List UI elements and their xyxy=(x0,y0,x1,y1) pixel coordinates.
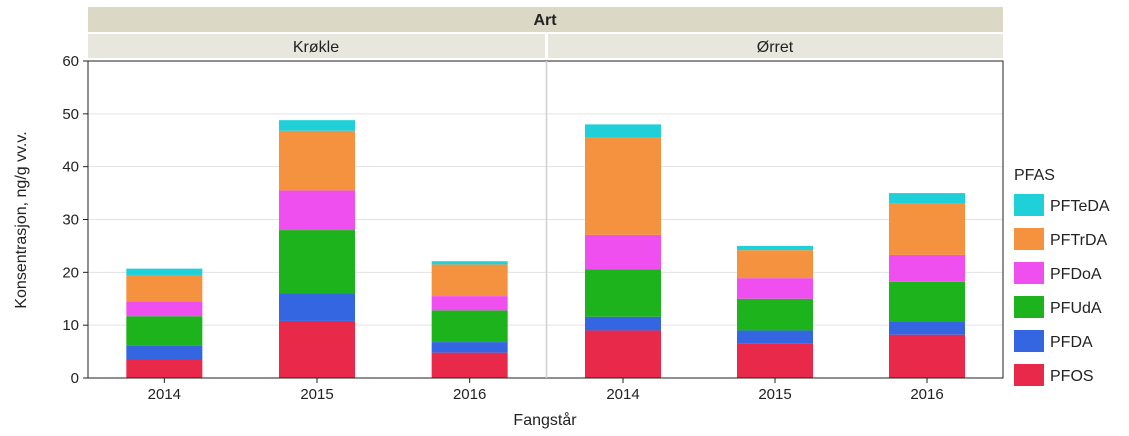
legend: PFAS PFTeDA PFTrDA PFDoA PFUdA PFDA PFOS xyxy=(1014,167,1110,386)
legend-swatch-pfda xyxy=(1014,330,1044,352)
bar-segment-pfos-krøkle-2014 xyxy=(126,359,203,378)
bar-segment-pfteda-ørret-2014 xyxy=(585,124,661,138)
x-axis: 2014 2015 2016 2014 2015 2016 xyxy=(148,378,944,403)
legend-label-pftrda: PFTrDA xyxy=(1050,232,1108,249)
x-axis-title: Fangstår xyxy=(513,411,577,429)
y-tick-label: 30 xyxy=(62,212,79,229)
bar-segment-pfda-krøkle-2016 xyxy=(431,342,508,353)
legend-swatch-pfuda xyxy=(1014,296,1044,318)
bars-layer xyxy=(126,120,965,378)
y-axis: 0 10 20 30 40 50 60 xyxy=(62,53,88,387)
bar-segment-pftrda-krøkle-2016 xyxy=(431,264,508,297)
bar-segment-pfuda-krøkle-2015 xyxy=(279,230,355,294)
y-tick-label: 60 xyxy=(62,53,79,70)
facet-title: Art xyxy=(533,12,557,29)
y-tick-label: 50 xyxy=(62,106,79,123)
facet-label-1: Krøkle xyxy=(293,39,339,56)
bar-segment-pftrda-ørret-2015 xyxy=(737,250,813,279)
bar-segment-pfdoa-krøkle-2015 xyxy=(279,190,355,231)
bar-segment-pfos-ørret-2014 xyxy=(585,330,661,378)
bar-segment-pftrda-ørret-2014 xyxy=(585,137,661,235)
legend-label-pfda: PFDA xyxy=(1050,334,1093,351)
bar-segment-pftrda-krøkle-2015 xyxy=(279,130,355,191)
bar-segment-pfdoa-krøkle-2016 xyxy=(431,296,508,311)
x-tick-label: 2016 xyxy=(910,386,943,403)
bar-segment-pftrda-ørret-2016 xyxy=(889,203,965,255)
facet-strip-2 xyxy=(548,34,1003,58)
bar-segment-pfuda-krøkle-2016 xyxy=(431,310,508,343)
bar-segment-pfdoa-ørret-2015 xyxy=(737,278,813,299)
bar-segment-pfda-krøkle-2014 xyxy=(126,345,203,360)
bar-segment-pfos-ørret-2016 xyxy=(889,334,965,378)
legend-swatch-pfos xyxy=(1014,364,1044,386)
legend-label-pfdoa: PFDoA xyxy=(1050,266,1102,283)
bar-segment-pfdoa-krøkle-2014 xyxy=(126,301,203,317)
x-tick-label: 2014 xyxy=(606,386,639,403)
y-tick-label: 20 xyxy=(62,264,79,281)
bar-segment-pftrda-krøkle-2014 xyxy=(126,274,203,302)
legend-label-pfuda: PFUdA xyxy=(1050,300,1102,317)
bar-segment-pfuda-krøkle-2014 xyxy=(126,316,203,346)
facet-label-2: Ørret xyxy=(757,39,794,56)
x-tick-label: 2014 xyxy=(148,386,181,403)
bar-segment-pfteda-krøkle-2015 xyxy=(279,120,355,131)
bar-segment-pfdoa-ørret-2014 xyxy=(585,234,661,270)
legend-swatch-pfdoa xyxy=(1014,262,1044,284)
bar-segment-pfdoa-ørret-2016 xyxy=(889,254,965,282)
legend-label-pfteda: PFTeDA xyxy=(1050,198,1110,215)
bar-segment-pfos-krøkle-2016 xyxy=(431,352,508,378)
legend-swatch-pftrda xyxy=(1014,228,1044,250)
facet-title-strip xyxy=(88,7,1003,32)
bar-segment-pfuda-ørret-2014 xyxy=(585,269,661,317)
x-tick-label: 2015 xyxy=(758,386,791,403)
y-axis-title: Konsentrasjon, ng/g vv.v. xyxy=(13,131,30,308)
bar-segment-pfda-ørret-2016 xyxy=(889,321,965,335)
bar-segment-pfos-krøkle-2015 xyxy=(279,320,355,378)
bar-segment-pfda-krøkle-2015 xyxy=(279,293,355,321)
bar-segment-pfda-ørret-2015 xyxy=(737,330,813,344)
y-tick-label: 10 xyxy=(62,317,79,334)
bar-segment-pfteda-ørret-2016 xyxy=(889,193,965,204)
bar-segment-pfuda-ørret-2016 xyxy=(889,281,965,322)
bar-segment-pfuda-ørret-2015 xyxy=(737,298,813,331)
x-tick-label: 2016 xyxy=(453,386,486,403)
legend-swatch-pfteda xyxy=(1014,194,1044,216)
y-tick-label: 0 xyxy=(71,370,79,387)
bar-segment-pfteda-krøkle-2014 xyxy=(126,268,203,275)
legend-title: PFAS xyxy=(1014,167,1055,184)
bar-segment-pfteda-ørret-2015 xyxy=(737,245,813,251)
bar-segment-pfda-ørret-2014 xyxy=(585,316,661,331)
bar-segment-pfos-ørret-2015 xyxy=(737,343,813,378)
bar-segment-pfteda-krøkle-2016 xyxy=(431,261,508,265)
grid-layer xyxy=(88,113,1003,326)
x-tick-label: 2015 xyxy=(300,386,333,403)
facet-strip-1 xyxy=(88,34,545,58)
legend-label-pfos: PFOS xyxy=(1050,368,1094,385)
y-tick-label: 40 xyxy=(62,159,79,176)
